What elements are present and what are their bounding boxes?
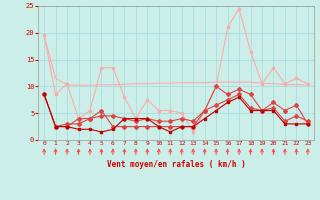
X-axis label: Vent moyen/en rafales ( km/h ): Vent moyen/en rafales ( km/h ) [107,160,245,169]
